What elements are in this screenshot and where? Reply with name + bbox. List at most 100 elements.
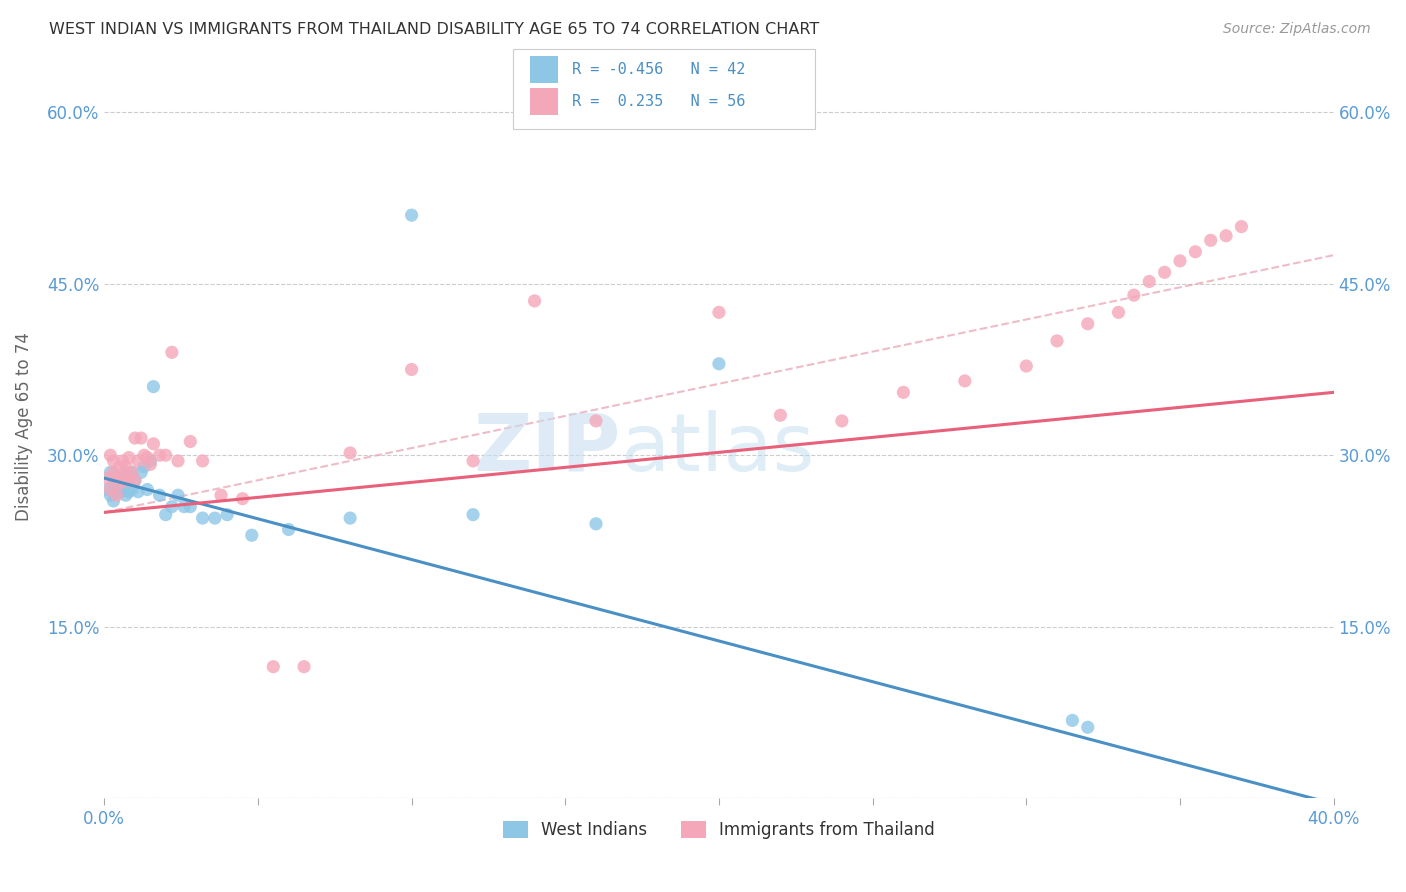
Point: [105, 476, 128, 491]
Point: [127, 454, 149, 468]
Point: [523, 293, 546, 308]
Point: [173, 500, 195, 514]
Point: [240, 528, 263, 542]
Point: [139, 458, 162, 472]
Point: [769, 408, 792, 422]
Point: [111, 483, 134, 497]
Point: [121, 483, 143, 497]
Point: [105, 488, 128, 502]
Point: [103, 494, 125, 508]
Point: [401, 208, 423, 222]
Point: [339, 511, 361, 525]
Point: [191, 511, 214, 525]
Point: [1153, 265, 1175, 279]
Point: [124, 431, 146, 445]
Point: [1046, 334, 1069, 348]
Point: [204, 511, 226, 525]
Point: [108, 459, 131, 474]
Point: [155, 448, 177, 462]
Point: [108, 480, 131, 494]
Point: [124, 474, 146, 488]
Point: [707, 357, 730, 371]
Point: [1108, 305, 1130, 319]
Point: [191, 454, 214, 468]
Point: [1015, 359, 1038, 373]
Point: [129, 466, 152, 480]
Point: [831, 414, 853, 428]
Point: [111, 474, 134, 488]
Point: [1062, 714, 1084, 728]
Point: [262, 659, 284, 673]
Point: [114, 459, 136, 474]
Text: WEST INDIAN VS IMMIGRANTS FROM THAILAND DISABILITY AGE 65 TO 74 CORRELATION CHAR: WEST INDIAN VS IMMIGRANTS FROM THAILAND …: [49, 22, 820, 37]
Text: Source: ZipAtlas.com: Source: ZipAtlas.com: [1223, 22, 1371, 37]
Point: [103, 476, 125, 491]
Point: [167, 454, 190, 468]
Point: [121, 466, 143, 480]
Point: [1122, 288, 1144, 302]
Point: [114, 466, 136, 480]
Point: [100, 488, 122, 502]
Point: [1137, 275, 1160, 289]
Point: [103, 454, 125, 468]
Point: [167, 488, 190, 502]
Point: [1230, 219, 1253, 234]
Point: [401, 362, 423, 376]
Point: [1077, 720, 1099, 734]
Point: [232, 491, 254, 506]
Text: R =  0.235   N = 56: R = 0.235 N = 56: [572, 95, 745, 109]
Point: [1199, 233, 1222, 247]
Point: [124, 474, 146, 488]
Point: [1184, 244, 1206, 259]
Point: [707, 305, 730, 319]
Point: [179, 500, 201, 514]
Point: [127, 484, 149, 499]
Point: [108, 476, 131, 491]
Point: [118, 471, 141, 485]
Point: [160, 500, 183, 514]
Point: [129, 431, 152, 445]
Point: [134, 459, 156, 474]
Point: [585, 516, 607, 531]
Point: [1168, 253, 1191, 268]
Point: [1077, 317, 1099, 331]
Point: [114, 468, 136, 483]
Point: [953, 374, 976, 388]
Point: [891, 385, 914, 400]
Point: [155, 508, 177, 522]
Text: ZIP: ZIP: [474, 410, 620, 488]
Point: [148, 488, 170, 502]
Point: [118, 450, 141, 465]
Point: [136, 450, 159, 465]
Point: [134, 448, 156, 462]
Point: [100, 466, 122, 480]
Point: [292, 659, 315, 673]
Point: [148, 448, 170, 462]
Point: [461, 508, 484, 522]
Point: [103, 466, 125, 480]
Point: [121, 466, 143, 480]
Point: [209, 488, 232, 502]
Point: [461, 454, 484, 468]
Point: [585, 414, 607, 428]
Point: [136, 483, 159, 497]
Point: [142, 437, 165, 451]
Point: [118, 484, 141, 499]
Text: atlas: atlas: [620, 410, 815, 488]
Y-axis label: Disability Age 65 to 74: Disability Age 65 to 74: [15, 332, 32, 521]
Point: [277, 523, 299, 537]
Point: [111, 474, 134, 488]
Text: R = -0.456   N = 42: R = -0.456 N = 42: [572, 62, 745, 77]
Point: [100, 448, 122, 462]
Point: [1215, 228, 1237, 243]
Point: [111, 454, 134, 468]
Point: [105, 484, 128, 499]
Legend: West Indians, Immigrants from Thailand: West Indians, Immigrants from Thailand: [496, 814, 942, 846]
Point: [108, 484, 131, 499]
Point: [118, 474, 141, 488]
Point: [217, 508, 239, 522]
Point: [160, 345, 183, 359]
Point: [339, 446, 361, 460]
Point: [105, 471, 128, 485]
Point: [96, 483, 118, 497]
